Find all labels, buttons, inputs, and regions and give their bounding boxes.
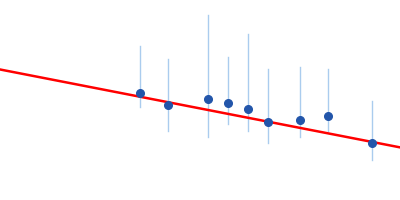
Point <box>297 118 303 122</box>
Point <box>369 142 375 145</box>
Point <box>205 97 211 101</box>
Point <box>165 104 171 107</box>
Point <box>265 121 271 124</box>
Point <box>245 108 251 111</box>
Point <box>225 102 231 105</box>
Point <box>137 91 143 94</box>
Point <box>325 114 331 117</box>
